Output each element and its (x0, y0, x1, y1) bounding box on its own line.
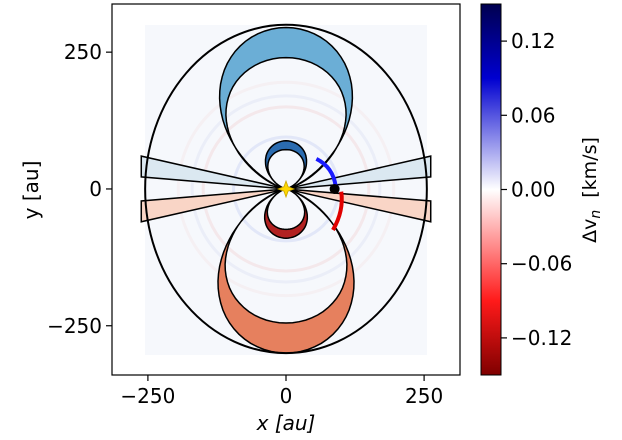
y-tick-label: 250 (64, 40, 102, 64)
lower-inner-lobe (263, 188, 309, 239)
x-axis-label: x [au] (256, 411, 316, 435)
colorbar-ticks: 0.12 0.06 0.00 −0.06 −0.12 (501, 29, 572, 350)
colorbar-label: Δvn [km/s] (579, 137, 604, 243)
upper-outer-lobe (218, 26, 354, 191)
x-tick-label: 0 (280, 384, 293, 408)
y-tick-label: −250 (47, 314, 102, 338)
lower-wedge-region (140, 188, 432, 223)
x-axis-label-text: x [au] (256, 411, 316, 435)
planet-wake-negative (331, 191, 344, 231)
colorbar-tick-label: 0.12 (511, 29, 556, 53)
colorbar-label-symbol: Δv (579, 219, 601, 243)
x-axis: −250 0 250 (120, 375, 443, 408)
colorbar-label-subscript: n (588, 210, 604, 219)
colorbar-tick-label: 0.00 (511, 178, 556, 202)
colorbar-unit: [km/s] (579, 137, 601, 198)
y-axis: −250 0 250 (47, 40, 112, 338)
y-axis-label-text: y [au] (19, 161, 43, 220)
velocity-ripple (201, 105, 371, 273)
colorbar-tick-label: −0.12 (511, 326, 572, 350)
planet-wake-positive (315, 157, 338, 187)
y-tick-label: 0 (89, 177, 102, 201)
upper-inner-lobe (264, 140, 308, 190)
colorbar-tick-label: −0.06 (511, 252, 572, 276)
x-tick-label: 250 (405, 384, 443, 408)
plot-area (140, 23, 432, 355)
outer-ellipse-boundary (144, 23, 428, 355)
velocity-ripple (176, 80, 396, 298)
x-tick-label: −250 (120, 384, 175, 408)
velocity-ripple (190, 94, 382, 284)
upper-wedge-region (140, 155, 432, 190)
colorbar-tick-label: 0.06 (511, 103, 556, 127)
y-axis-label: y [au] (19, 161, 43, 220)
planet-marker (329, 183, 340, 194)
colorbar (480, 3, 502, 376)
velocity-ripples (176, 80, 396, 298)
star-marker (276, 179, 296, 199)
